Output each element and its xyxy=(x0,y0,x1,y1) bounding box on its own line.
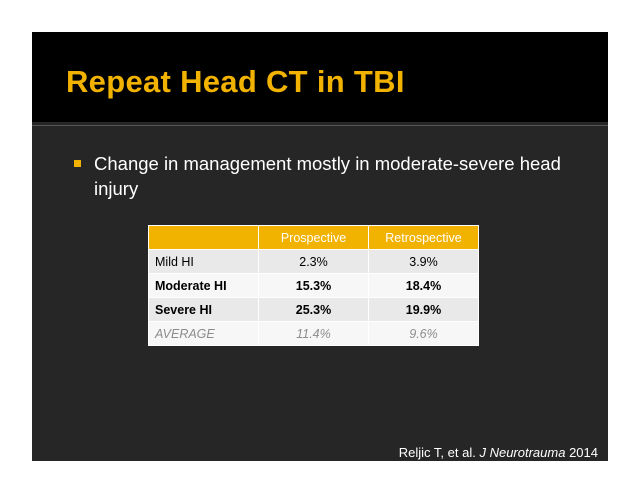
results-table: Prospective Retrospective Mild HI 2.3% 3… xyxy=(148,225,479,346)
prospective-cell: 2.3% xyxy=(258,249,369,274)
table-header-retrospective: Retrospective xyxy=(368,225,479,250)
table-row: Severe HI 25.3% 19.9% xyxy=(148,297,479,322)
table-header-empty xyxy=(148,225,259,250)
slide-title: Repeat Head CT in TBI xyxy=(66,64,405,99)
citation-journal: J Neurotrauma xyxy=(479,445,566,460)
title-band: Repeat Head CT in TBI xyxy=(32,32,608,122)
table-row: Moderate HI 15.3% 18.4% xyxy=(148,273,479,298)
table-row-average: AVERAGE 11.4% 9.6% xyxy=(148,321,479,346)
row-label: Mild HI xyxy=(148,249,259,274)
title-divider xyxy=(32,125,608,126)
bullet-square-icon xyxy=(74,160,81,167)
citation: Reljic T, et al. J Neurotrauma 2014 xyxy=(399,445,598,460)
prospective-cell: 11.4% xyxy=(258,321,369,346)
prospective-cell: 25.3% xyxy=(258,297,369,322)
row-label: AVERAGE xyxy=(148,321,259,346)
retrospective-cell: 19.9% xyxy=(368,297,479,322)
row-label: Moderate HI xyxy=(148,273,259,298)
bullet-text: Change in management mostly in moderate-… xyxy=(94,153,561,199)
slide: Repeat Head CT in TBI Change in manageme… xyxy=(32,32,608,461)
retrospective-cell: 18.4% xyxy=(368,273,479,298)
row-label: Severe HI xyxy=(148,297,259,322)
retrospective-cell: 3.9% xyxy=(368,249,479,274)
prospective-cell: 15.3% xyxy=(258,273,369,298)
table-row: Mild HI 2.3% 3.9% xyxy=(148,249,479,274)
table-header-prospective: Prospective xyxy=(258,225,369,250)
retrospective-cell: 9.6% xyxy=(368,321,479,346)
table-header-row: Prospective Retrospective xyxy=(148,225,479,250)
citation-year: 2014 xyxy=(569,445,598,460)
citation-authors: Reljic T, et al. xyxy=(398,445,476,460)
